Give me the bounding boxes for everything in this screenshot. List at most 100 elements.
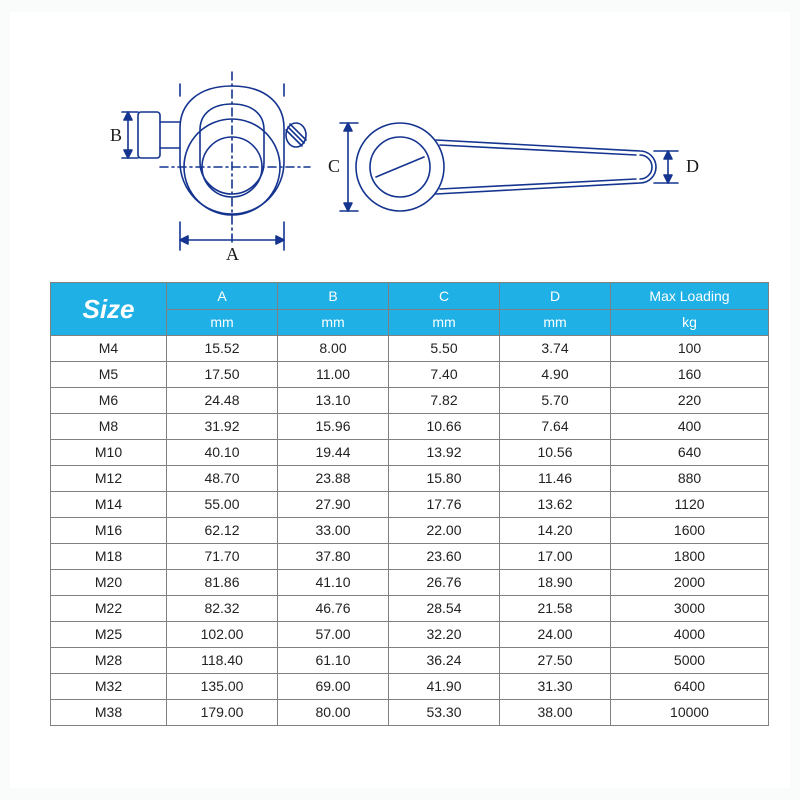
table-cell: 53.30 [389,700,500,726]
table-cell: 21.58 [500,596,611,622]
table-cell: 71.70 [167,544,278,570]
table-row: M25102.0057.0032.2024.004000 [51,622,769,648]
table-cell: 5.70 [500,388,611,414]
table-row: M28118.4061.1036.2427.505000 [51,648,769,674]
dim-label-d: D [686,156,699,176]
table-cell: M16 [51,518,167,544]
table-cell: 7.64 [500,414,611,440]
table-cell: 220 [611,388,769,414]
table-cell: 69.00 [278,674,389,700]
table-cell: 10.56 [500,440,611,466]
table-cell: 18.90 [500,570,611,596]
table-cell: 24.48 [167,388,278,414]
table-cell: 31.92 [167,414,278,440]
table-cell: 81.86 [167,570,278,596]
unit-a: mm [167,310,278,336]
table-cell: 640 [611,440,769,466]
table-cell: 31.30 [500,674,611,700]
table-cell: M28 [51,648,167,674]
table-cell: 37.80 [278,544,389,570]
table-cell: 41.90 [389,674,500,700]
table-cell: 1120 [611,492,769,518]
table-cell: 102.00 [167,622,278,648]
table-cell: M12 [51,466,167,492]
table-cell: 33.00 [278,518,389,544]
spec-table-body: M415.528.005.503.74100M517.5011.007.404.… [51,336,769,726]
table-cell: 2000 [611,570,769,596]
table-cell: M32 [51,674,167,700]
col-size: Size [51,283,167,336]
spec-table-head: Size A B C D Max Loading mm mm mm mm kg [51,283,769,336]
table-cell: 27.90 [278,492,389,518]
table-cell: 10.66 [389,414,500,440]
col-d: D [500,283,611,310]
table-cell: 17.00 [500,544,611,570]
table-cell: 5.50 [389,336,500,362]
table-cell: 5000 [611,648,769,674]
table-cell: M10 [51,440,167,466]
table-cell: 11.00 [278,362,389,388]
unit-b: mm [278,310,389,336]
table-cell: 55.00 [167,492,278,518]
table-cell: M38 [51,700,167,726]
table-cell: 80.00 [278,700,389,726]
table-cell: 118.40 [167,648,278,674]
table-cell: M20 [51,570,167,596]
table-cell: 57.00 [278,622,389,648]
table-cell: 4000 [611,622,769,648]
table-cell: 32.20 [389,622,500,648]
table-cell: 13.10 [278,388,389,414]
table-cell: 8.00 [278,336,389,362]
table-cell: 135.00 [167,674,278,700]
table-cell: 22.00 [389,518,500,544]
table-row: M1871.7037.8023.6017.001800 [51,544,769,570]
table-cell: 14.20 [500,518,611,544]
table-cell: 3000 [611,596,769,622]
table-cell: M25 [51,622,167,648]
table-cell: 19.44 [278,440,389,466]
table-cell: M22 [51,596,167,622]
table-cell: 23.60 [389,544,500,570]
table-row: M1248.7023.8815.8011.46880 [51,466,769,492]
unit-max-load: kg [611,310,769,336]
table-row: M415.528.005.503.74100 [51,336,769,362]
unit-d: mm [500,310,611,336]
table-row: M624.4813.107.825.70220 [51,388,769,414]
col-b: B [278,283,389,310]
table-cell: 82.32 [167,596,278,622]
table-cell: 28.54 [389,596,500,622]
table-cell: 38.00 [500,700,611,726]
table-cell: 17.50 [167,362,278,388]
table-row: M32135.0069.0041.9031.306400 [51,674,769,700]
col-max-load: Max Loading [611,283,769,310]
dim-label-a: A [226,244,239,264]
col-a: A [167,283,278,310]
table-row: M831.9215.9610.667.64400 [51,414,769,440]
table-cell: 62.12 [167,518,278,544]
table-cell: 15.80 [389,466,500,492]
table-cell: 7.40 [389,362,500,388]
table-cell: 4.90 [500,362,611,388]
table-cell: 3.74 [500,336,611,362]
unit-c: mm [389,310,500,336]
table-cell: M5 [51,362,167,388]
table-cell: 17.76 [389,492,500,518]
table-cell: 46.76 [278,596,389,622]
table-cell: M6 [51,388,167,414]
table-cell: 40.10 [167,440,278,466]
table-row: M2282.3246.7628.5421.583000 [51,596,769,622]
table-cell: 880 [611,466,769,492]
table-cell: 160 [611,362,769,388]
table-cell: 23.88 [278,466,389,492]
table-cell: 400 [611,414,769,440]
table-cell: 48.70 [167,466,278,492]
table-cell: 15.52 [167,336,278,362]
dim-label-c: C [328,156,340,176]
table-cell: 100 [611,336,769,362]
table-cell: 11.46 [500,466,611,492]
spec-table: Size A B C D Max Loading mm mm mm mm kg … [50,282,769,726]
table-cell: M18 [51,544,167,570]
table-row: M1662.1233.0022.0014.201600 [51,518,769,544]
table-cell: 6400 [611,674,769,700]
table-row: M1040.1019.4413.9210.56640 [51,440,769,466]
